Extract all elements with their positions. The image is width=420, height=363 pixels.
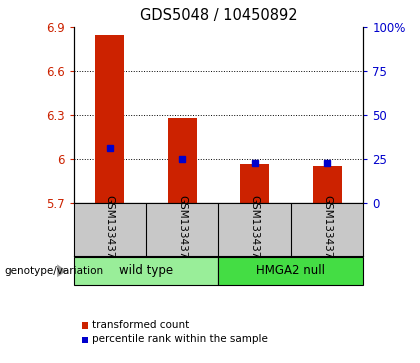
Text: GSM1334378: GSM1334378	[322, 195, 332, 265]
Bar	[95, 34, 124, 203]
Text: GSM1334377: GSM1334377	[249, 195, 260, 265]
Bar	[74, 257, 218, 285]
Text: transformed count: transformed count	[92, 320, 190, 330]
Bar	[168, 118, 197, 203]
Text: percentile rank within the sample: percentile rank within the sample	[92, 334, 268, 344]
Text: HMGA2 null: HMGA2 null	[256, 264, 326, 277]
Text: GSM1334376: GSM1334376	[177, 195, 187, 265]
Text: genotype/variation: genotype/variation	[4, 266, 103, 276]
Title: GDS5048 / 10450892: GDS5048 / 10450892	[139, 8, 297, 23]
Text: GSM1334375: GSM1334375	[105, 195, 115, 265]
Bar	[240, 164, 269, 203]
Polygon shape	[57, 264, 67, 277]
Bar	[312, 166, 341, 203]
Bar	[218, 257, 363, 285]
Text: wild type: wild type	[119, 264, 173, 277]
